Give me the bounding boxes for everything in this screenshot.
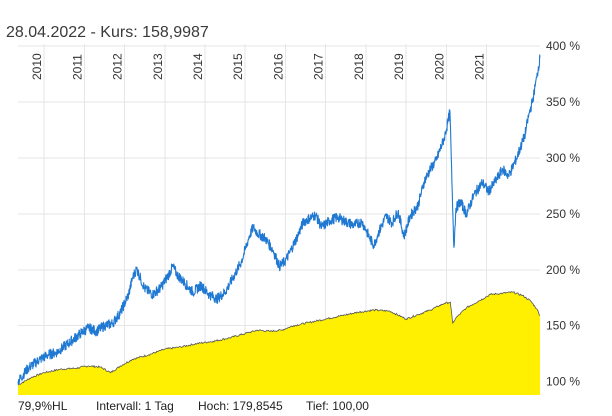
x-tick-label: 2014 bbox=[191, 53, 205, 80]
x-tick-label: 2015 bbox=[231, 53, 245, 80]
x-tick-label: 2010 bbox=[30, 53, 44, 80]
y-tick-label: 150 % bbox=[546, 319, 580, 333]
y-tick-label: 300 % bbox=[546, 151, 580, 165]
x-tick-label: 2017 bbox=[312, 53, 326, 80]
y-tick-label: 250 % bbox=[546, 207, 580, 221]
price-area bbox=[18, 291, 540, 395]
footer-interval: Intervall: 1 Tag bbox=[96, 399, 174, 413]
x-tick-label: 2018 bbox=[352, 53, 366, 80]
benchmark-line-series bbox=[17, 54, 541, 385]
y-tick-label: 400 % bbox=[546, 39, 580, 53]
x-tick-label: 2013 bbox=[151, 53, 165, 80]
x-tick-label: 2011 bbox=[70, 54, 84, 80]
price-area-series bbox=[17, 291, 541, 395]
x-tick-label: 2021 bbox=[473, 53, 487, 80]
y-tick-label: 200 % bbox=[546, 263, 580, 277]
x-tick-label: 2012 bbox=[111, 53, 125, 80]
y-tick-label: 350 % bbox=[546, 95, 580, 109]
footer-hl: 79,9%HL bbox=[18, 399, 68, 413]
x-axis-ticks: 2010 2011 2012 2013 2014 2015 2016 2017 2018 2019… bbox=[30, 53, 486, 80]
y-tick-label: 100 % bbox=[546, 375, 580, 389]
x-tick-label: 2019 bbox=[392, 53, 406, 80]
footer-low: Tief: 100,00 bbox=[306, 399, 369, 413]
footer-stats: 79,9%HL Intervall: 1 Tag Hoch: 179,8545 … bbox=[18, 399, 369, 413]
x-tick-label: 2020 bbox=[432, 53, 446, 80]
price-area-outline bbox=[17, 291, 541, 386]
footer-high: Hoch: 179,8545 bbox=[198, 399, 283, 413]
chart-title: 28.04.2022 - Kurs: 158,9987 bbox=[6, 24, 209, 41]
x-tick-label: 2016 bbox=[271, 53, 285, 80]
y-axis-ticks: 400 % 350 % 300 % 250 % 200 % 150 % 100 % bbox=[546, 39, 580, 388]
benchmark-line bbox=[17, 54, 541, 385]
